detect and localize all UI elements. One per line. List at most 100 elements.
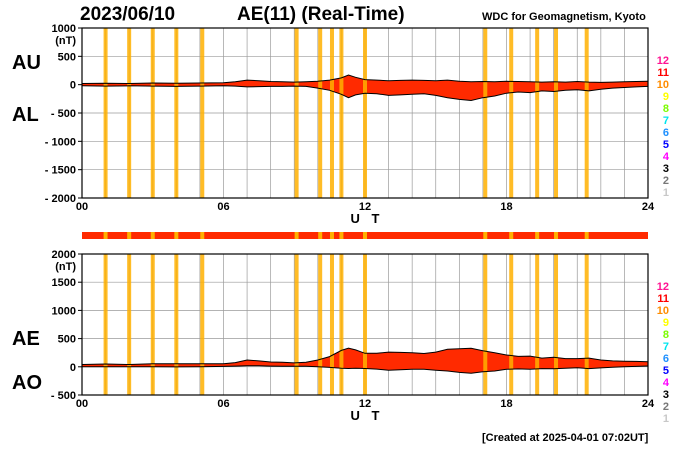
station-count-stripe [363, 254, 367, 395]
al-label: AL [12, 104, 39, 126]
y-tick-label: - 500 [51, 390, 76, 402]
station-indicator-mark [483, 232, 488, 239]
series-line-al [82, 85, 648, 102]
station-count-stripe [294, 254, 299, 395]
station-count-stripe [150, 254, 155, 395]
station-count-stripe [103, 254, 108, 395]
station-count-stripe [554, 28, 559, 198]
station-count-stripe [294, 28, 299, 198]
station-count-stripe [584, 254, 589, 395]
station-count-stripe [509, 254, 514, 395]
station-count-label: 4 [663, 377, 670, 389]
x-axis-label: U T [351, 408, 384, 423]
y-tick-label: - 1000 [45, 136, 76, 148]
y-tick-label: - 500 [51, 108, 76, 120]
station-count-label: 2 [663, 401, 669, 413]
station-count-stripe [174, 254, 179, 395]
y-axis-unit: (nT) [55, 261, 76, 273]
x-tick-label: 24 [642, 398, 655, 410]
source-label: WDC for Geomagnetism, Kyoto [482, 11, 646, 23]
x-tick-label: 12 [359, 398, 371, 410]
station-count-label: 11 [657, 293, 669, 305]
au-label: AU [12, 52, 41, 74]
station-indicator-mark [509, 232, 514, 239]
station-indicator-mark [363, 232, 367, 239]
ao-label: AO [12, 372, 42, 394]
station-count-label: 3 [663, 163, 669, 175]
station-count-label: 8 [663, 103, 669, 115]
x-tick-label: 00 [76, 201, 88, 213]
station-count-stripe [127, 254, 132, 395]
station-indicator-mark [103, 232, 108, 239]
x-tick-label: 06 [217, 201, 229, 213]
y-tick-label: 0 [70, 362, 76, 374]
station-count-label: 12 [657, 281, 669, 293]
station-count-stripe [329, 254, 334, 395]
y-tick-label: 2000 [52, 249, 76, 261]
series-line-ao [82, 365, 648, 374]
station-count-label: 10 [657, 79, 669, 91]
date-label: 2023/06/10 [80, 4, 176, 25]
station-count-stripe [584, 28, 589, 198]
station-count-label: 1 [663, 413, 669, 425]
station-count-label: 5 [663, 139, 669, 151]
station-count-stripe [363, 28, 367, 198]
station-count-stripe [174, 28, 179, 198]
station-count-stripe [318, 254, 323, 395]
station-count-stripe [150, 28, 155, 198]
plot-frame [81, 253, 649, 396]
band-group [82, 28, 648, 198]
station-count-stripe [483, 254, 488, 395]
station-count-stripe [483, 28, 488, 198]
station-indicator-mark [535, 232, 540, 239]
y-tick-label: 1000 [52, 305, 76, 317]
station-indicator-mark [329, 232, 334, 239]
y-tick-label: 1000 [52, 23, 76, 35]
station-count-label: 4 [663, 151, 670, 163]
station-count-stripe [200, 28, 205, 198]
series-line-au [82, 74, 648, 85]
x-tick-label: 18 [500, 201, 512, 213]
station-count-label: 9 [663, 91, 669, 103]
station-count-stripe [200, 254, 205, 395]
station-count-label: 5 [663, 365, 669, 377]
station-count-label: 11 [657, 67, 669, 79]
y-tick-label: 500 [58, 51, 76, 63]
series-line-ae [82, 347, 648, 366]
y-tick-label: - 2000 [45, 193, 76, 205]
x-tick-label: 06 [217, 398, 229, 410]
y-tick-label: - 1500 [45, 165, 76, 177]
station-indicator-mark [554, 232, 559, 239]
station-indicator-mark [150, 232, 155, 239]
station-count-stripe [339, 28, 344, 198]
station-indicator-mark [339, 232, 344, 239]
station-count-label: 6 [663, 353, 669, 365]
station-indicator-mark [294, 232, 299, 239]
band-group [82, 254, 648, 395]
station-count-stripe [127, 28, 132, 198]
station-count-stripe [509, 28, 514, 198]
x-tick-label: 18 [500, 398, 512, 410]
station-count-stripe [339, 254, 344, 395]
y-axis-unit: (nT) [55, 35, 76, 47]
station-count-label: 3 [663, 389, 669, 401]
station-count-label: 10 [657, 305, 669, 317]
station-indicator-mark [127, 232, 132, 239]
ae-label: AE [12, 328, 40, 350]
y-tick-label: 1500 [52, 277, 76, 289]
x-axis-label: U T [351, 211, 384, 226]
station-count-stripe [554, 254, 559, 395]
x-tick-label: 12 [359, 201, 371, 213]
station-count-label: 7 [663, 115, 669, 127]
station-count-stripe [329, 28, 334, 198]
chart-title: AE(11) (Real-Time) [237, 4, 405, 25]
station-count-label: 7 [663, 341, 669, 353]
station-indicator-mark [318, 232, 323, 239]
station-count-stripe [103, 28, 108, 198]
station-indicator-mark [584, 232, 589, 239]
station-count-label: 8 [663, 329, 669, 341]
station-count-stripe [535, 254, 540, 395]
x-tick-label: 24 [642, 201, 655, 213]
station-count-label: 6 [663, 127, 669, 139]
